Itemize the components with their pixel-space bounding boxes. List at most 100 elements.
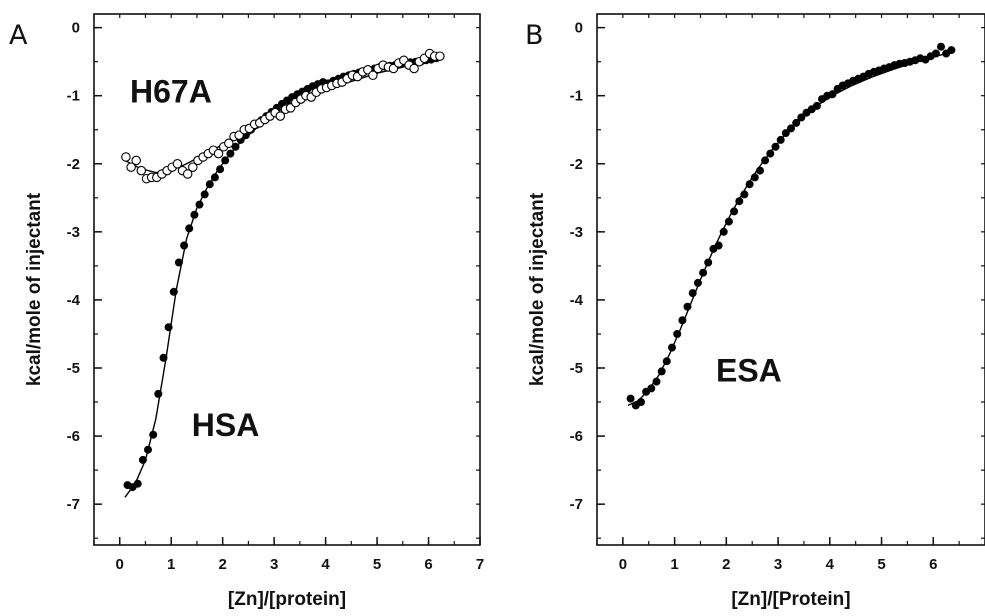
filled-data-point: [657, 367, 666, 376]
filled-data-point: [159, 353, 168, 362]
y-tick-label: -3: [67, 224, 80, 241]
open-data-point: [188, 162, 198, 172]
open-data-point: [368, 70, 378, 81]
x-tick-label: 2: [218, 556, 226, 573]
filled-data-point: [812, 101, 821, 110]
y-tick-label: -2: [570, 156, 583, 173]
x-axis-title: [Zn]/[protein]: [228, 589, 346, 610]
x-tick-label: 0: [619, 556, 627, 573]
filled-data-point: [756, 166, 765, 175]
x-tick-label: 4: [826, 556, 835, 573]
plot-frame: [93, 13, 481, 546]
y-tick-label: -5: [570, 360, 583, 377]
y-tick-label: -1: [67, 88, 80, 105]
open-data-point: [126, 162, 136, 172]
filled-data-point: [947, 46, 956, 55]
filled-data-point: [771, 142, 780, 151]
filled-data-point: [138, 455, 147, 464]
annotation-esa: ESA: [716, 353, 782, 389]
filled-data-point: [221, 156, 230, 165]
filled-data-point: [730, 207, 739, 216]
panel-a: 0 1 2 3 4 5 6 7 0 -1 -2 -3 -4 -5 -6 -7 [Zn]/[protein] kca…: [9, 13, 484, 610]
x-tick-label: 7: [476, 556, 484, 573]
fit-curve-1: [124, 58, 442, 498]
filled-data-point: [190, 210, 199, 219]
y-tick-label: -3: [570, 224, 583, 241]
filled-data-point: [931, 49, 940, 58]
filled-data-point: [154, 389, 163, 398]
filled-data-point: [626, 394, 635, 403]
filled-data-point: [200, 190, 209, 199]
filled-data-point: [750, 173, 759, 182]
y-tick-label: -1: [570, 88, 583, 105]
y-tick-label: -4: [570, 292, 584, 309]
filled-data-point: [149, 430, 158, 439]
panel-label: A: [9, 20, 28, 51]
filled-data-point: [673, 329, 682, 338]
x-tick-label: 4: [321, 556, 330, 573]
y-tick-label: -7: [67, 496, 80, 513]
y-tick-label: 0: [575, 20, 583, 37]
open-data-point: [121, 152, 131, 162]
filled-data-point: [740, 190, 749, 199]
annotation-hsa: HSA: [192, 407, 260, 443]
filled-data-point: [937, 42, 946, 51]
filled-data-point: [210, 173, 219, 182]
y-tick-label: -6: [570, 428, 583, 445]
plot-frame: [596, 13, 985, 546]
filled-data-point: [797, 113, 806, 122]
x-tick-label: 5: [877, 556, 885, 573]
x-tick-label: 2: [722, 556, 730, 573]
filled-data-point: [719, 227, 728, 236]
open-data-point: [213, 148, 224, 159]
x-tick-label: 6: [424, 556, 432, 573]
filled-data-point: [787, 124, 796, 133]
filled-data-point: [185, 224, 194, 233]
filled-data-point: [647, 384, 656, 393]
filled-data-point: [781, 129, 790, 138]
filled-data-point: [668, 343, 677, 352]
filled-data-point: [714, 241, 723, 250]
x-tick-label: 1: [670, 556, 678, 573]
filled-data-point: [133, 479, 142, 488]
fit-curve-1: [627, 50, 955, 407]
y-tick-label: 0: [72, 20, 80, 37]
filled-data-point: [766, 149, 775, 158]
filled-data-point: [776, 135, 785, 144]
filled-data-point: [735, 197, 744, 206]
open-data-point: [275, 111, 286, 121]
filled-data-point: [724, 217, 733, 226]
open-data-point: [182, 169, 193, 179]
y-tick-label: -5: [67, 360, 80, 377]
open-data-point: [409, 63, 419, 74]
open-data-point: [131, 155, 141, 166]
filled-data-point: [761, 156, 770, 165]
filled-data-point: [164, 323, 173, 332]
x-tick-label: 3: [270, 556, 278, 573]
filled-data-point: [683, 302, 692, 311]
annotation-h67a: H67A: [130, 74, 212, 110]
filled-data-point: [688, 289, 697, 298]
x-tick-label: 6: [929, 556, 937, 573]
filled-data-point: [792, 118, 801, 127]
panel-b: 0 1 2 3 4 5 6 0 -1 -2 -3 -4 -5 -6 -7 [Zn]/[Protein] kcal…: [525, 13, 985, 610]
filled-data-point: [174, 258, 183, 267]
panel-label: B: [525, 20, 544, 51]
filled-data-point: [169, 287, 178, 296]
filled-data-point: [226, 149, 235, 158]
x-tick-label: 0: [116, 556, 124, 573]
y-tick-label: -6: [67, 428, 80, 445]
filled-data-point: [205, 180, 214, 189]
y-tick-label: -4: [67, 292, 81, 309]
filled-data-point: [828, 90, 837, 99]
filled-data-point: [652, 377, 661, 386]
filled-data-point: [662, 357, 671, 366]
filled-data-point: [699, 268, 708, 277]
x-tick-label: 3: [774, 556, 782, 573]
open-data-point: [435, 51, 445, 61]
x-tick-label: 1: [167, 556, 175, 573]
filled-data-point: [678, 316, 687, 325]
y-axis-title: kcal/mole of injectant: [24, 192, 45, 386]
filled-data-point: [180, 241, 189, 250]
